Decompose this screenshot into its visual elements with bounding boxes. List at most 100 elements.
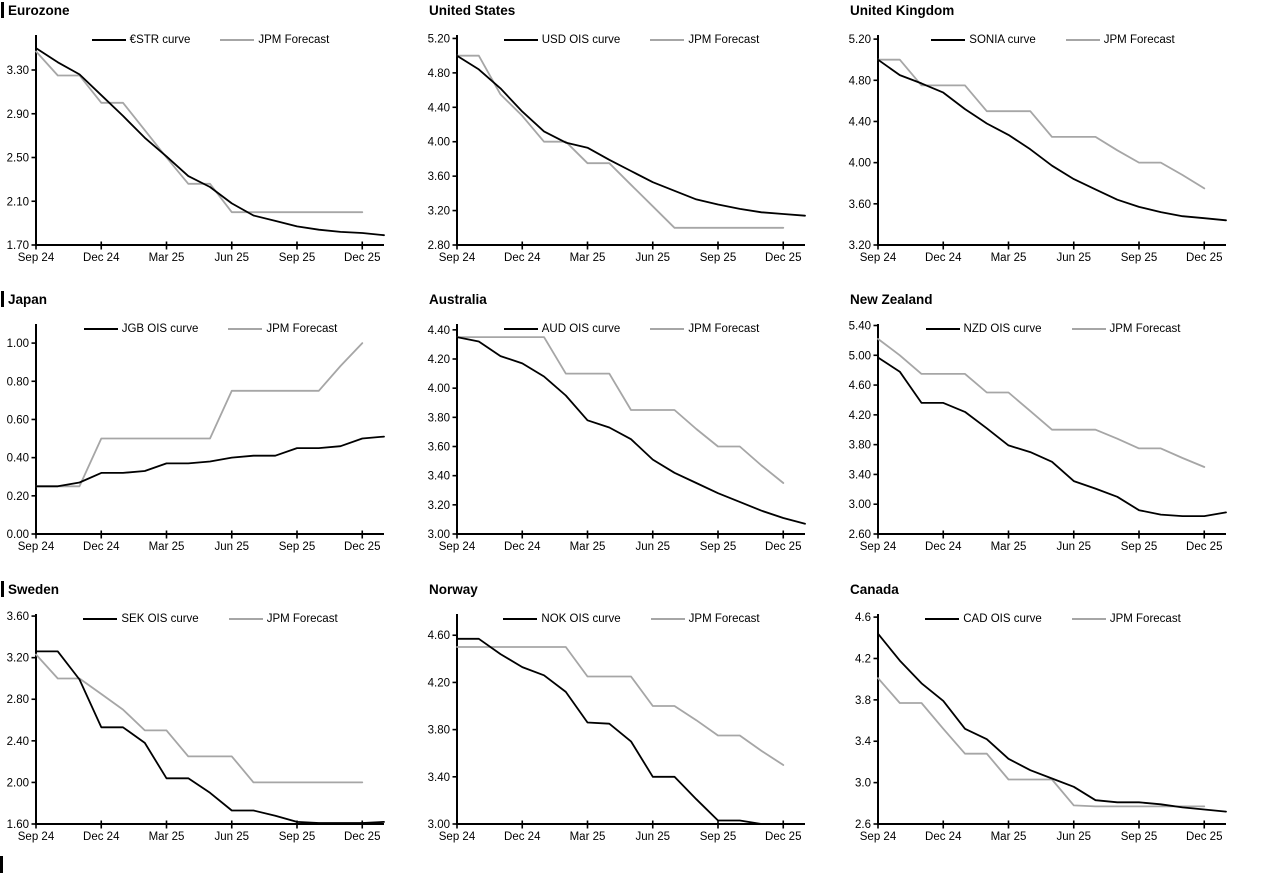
chart-plot-area: 2.60 3.00 3.40 3.80 4.20 4.60 5.00 5.40 Sep 24 De… bbox=[842, 309, 1264, 561]
x-axis-label: Jun 25 bbox=[635, 252, 670, 264]
y-axis-label: 2.6 bbox=[855, 819, 871, 831]
series-line-forecast bbox=[877, 677, 1206, 808]
chart-title: Eurozone bbox=[8, 2, 70, 18]
section-bar-icon bbox=[1, 291, 4, 307]
series-line-forecast bbox=[456, 646, 785, 766]
y-axis-label: 3.00 bbox=[428, 529, 450, 541]
section-bar-icon bbox=[1, 2, 4, 18]
chart-svg: 2.60 3.00 3.40 3.80 4.20 4.60 5.00 5.40 Sep 24 De… bbox=[849, 320, 1227, 553]
x-axis-label: Sep 24 bbox=[860, 831, 897, 843]
x-axis-label: Sep 24 bbox=[860, 541, 897, 553]
x-axis-label: Dec 25 bbox=[344, 831, 380, 843]
footer-section-bar bbox=[0, 856, 3, 873]
y-axis-label: 3.20 bbox=[428, 500, 450, 512]
y-axis-label: 4.60 bbox=[428, 630, 450, 642]
x-axis-label: Jun 25 bbox=[214, 252, 249, 264]
chart-title-row: Norway bbox=[421, 579, 842, 599]
x-axis-label: Dec 25 bbox=[765, 541, 801, 553]
x-axis-label: Mar 25 bbox=[570, 831, 606, 843]
y-axis-label: 2.90 bbox=[7, 109, 29, 121]
x-axis-label: Jun 25 bbox=[635, 541, 670, 553]
x-axis-label: Dec 25 bbox=[765, 252, 801, 264]
chart-cell-japan: Japan 0.00 0.20 0.40 0.60 0.80 1.00 Sep 24 Dec … bbox=[0, 289, 421, 579]
x-axis-label: Jun 25 bbox=[1056, 831, 1091, 843]
x-axis-label: Sep 24 bbox=[18, 252, 55, 264]
x-axis-label: Dec 25 bbox=[1186, 252, 1222, 264]
y-axis-label: 3.20 bbox=[428, 206, 450, 218]
x-axis-label: Jun 25 bbox=[214, 831, 249, 843]
y-axis-label: 0.40 bbox=[7, 453, 29, 465]
chart-svg: 2.80 3.20 3.60 4.00 4.40 4.80 5.20 Sep 24 Dec 24… bbox=[428, 33, 806, 264]
x-axis-label: Sep 25 bbox=[279, 831, 315, 843]
x-axis-label: Dec 25 bbox=[1186, 831, 1222, 843]
series-line-main bbox=[35, 435, 385, 488]
y-axis-label: 4.00 bbox=[428, 383, 450, 395]
y-axis-label: 5.40 bbox=[849, 320, 871, 332]
x-axis-label: Sep 25 bbox=[279, 252, 315, 264]
y-axis-label: 3.00 bbox=[428, 819, 450, 831]
series-line-main bbox=[35, 650, 385, 824]
x-axis-label: Dec 24 bbox=[83, 831, 120, 843]
y-axis-label: 3.0 bbox=[855, 778, 871, 790]
y-axis-label: 4.40 bbox=[428, 102, 450, 114]
x-axis-label: Sep 25 bbox=[700, 252, 736, 264]
section-bar-icon bbox=[1, 581, 4, 597]
x-axis-label: Jun 25 bbox=[635, 831, 670, 843]
x-axis-label: Dec 25 bbox=[344, 252, 380, 264]
chart-plot-area: 0.00 0.20 0.40 0.60 0.80 1.00 Sep 24 Dec 24 Mar … bbox=[0, 309, 421, 561]
chart-plot-area: 2.6 3.0 3.4 3.8 4.2 4.6 Sep 24 Dec 24 Mar 25 Jun … bbox=[842, 599, 1264, 851]
x-axis-label: Sep 25 bbox=[1121, 541, 1157, 553]
y-axis-label: 4.40 bbox=[849, 116, 871, 128]
chart-svg: 1.70 2.10 2.50 2.90 3.30 Sep 24 Dec 24 Mar 25 Ju… bbox=[7, 35, 385, 264]
y-axis-label: 1.00 bbox=[7, 338, 29, 350]
x-axis-label: Sep 25 bbox=[700, 831, 736, 843]
chart-svg: 0.00 0.20 0.40 0.60 0.80 1.00 Sep 24 Dec 24 Mar … bbox=[7, 324, 385, 553]
chart-title-row: Canada bbox=[842, 579, 1264, 599]
y-axis-label: 5.20 bbox=[849, 34, 871, 46]
chart-title-row: Eurozone bbox=[0, 0, 421, 20]
chart-title-row: Sweden bbox=[0, 579, 421, 599]
y-axis-label: 3.40 bbox=[428, 471, 450, 483]
y-axis-label: 2.80 bbox=[7, 694, 29, 706]
chart-title: Sweden bbox=[8, 581, 60, 597]
y-axis-label: 2.40 bbox=[7, 736, 29, 748]
chart-cell-eurozone: Eurozone 1.70 2.10 2.50 2.90 3.30 Sep 24 Dec 2… bbox=[0, 0, 421, 289]
x-axis-label: Mar 25 bbox=[570, 252, 606, 264]
chart-cell-new-zealand: New Zealand 2.60 3.00 3.40 3.80 4.20 4.60 5.00… bbox=[842, 289, 1264, 579]
y-axis-label: 4.6 bbox=[855, 612, 871, 624]
y-axis-label: 2.50 bbox=[7, 153, 29, 165]
series-line-main bbox=[456, 54, 806, 217]
y-axis-label: 3.80 bbox=[428, 725, 450, 737]
x-axis-label: Dec 24 bbox=[504, 831, 541, 843]
x-axis-label: Dec 24 bbox=[504, 252, 541, 264]
y-axis-label: 3.20 bbox=[849, 240, 871, 252]
y-axis-label: 3.40 bbox=[849, 469, 871, 481]
series-line-main bbox=[877, 58, 1227, 222]
y-axis-label: 3.20 bbox=[7, 653, 29, 665]
y-axis-label: 0.80 bbox=[7, 376, 29, 388]
y-axis-label: 2.10 bbox=[7, 196, 29, 208]
chart-title-row: United States bbox=[421, 0, 842, 20]
y-axis-label: 4.00 bbox=[428, 137, 450, 149]
chart-svg: 3.00 3.20 3.40 3.60 3.80 4.00 4.20 4.40 Sep 24 De… bbox=[428, 324, 806, 553]
chart-title: Norway bbox=[429, 581, 478, 597]
chart-title-row: United Kingdom bbox=[842, 0, 1264, 20]
series-line-forecast bbox=[877, 58, 1206, 190]
y-axis-label: 4.00 bbox=[849, 158, 871, 170]
chart-title: Australia bbox=[429, 291, 487, 307]
chart-plot-area: 1.60 2.00 2.40 2.80 3.20 3.60 Sep 24 Dec 24 Mar … bbox=[0, 599, 421, 851]
series-line-main bbox=[456, 637, 763, 825]
y-axis-label: 4.20 bbox=[428, 354, 450, 366]
series-line-forecast bbox=[35, 50, 364, 214]
x-axis-label: Sep 25 bbox=[1121, 252, 1157, 264]
x-axis-label: Sep 24 bbox=[18, 831, 55, 843]
chart-cell-australia: Australia 3.00 3.20 3.40 3.60 3.80 4.00 4.20 4.… bbox=[421, 289, 842, 579]
series-line-main bbox=[456, 336, 806, 525]
x-axis-label: Sep 24 bbox=[439, 252, 476, 264]
y-axis-label: 4.20 bbox=[849, 410, 871, 422]
x-axis-label: Sep 24 bbox=[18, 541, 55, 553]
chart-title: Canada bbox=[850, 581, 899, 597]
chart-title: United Kingdom bbox=[850, 2, 955, 18]
chart-title: United States bbox=[429, 2, 516, 18]
